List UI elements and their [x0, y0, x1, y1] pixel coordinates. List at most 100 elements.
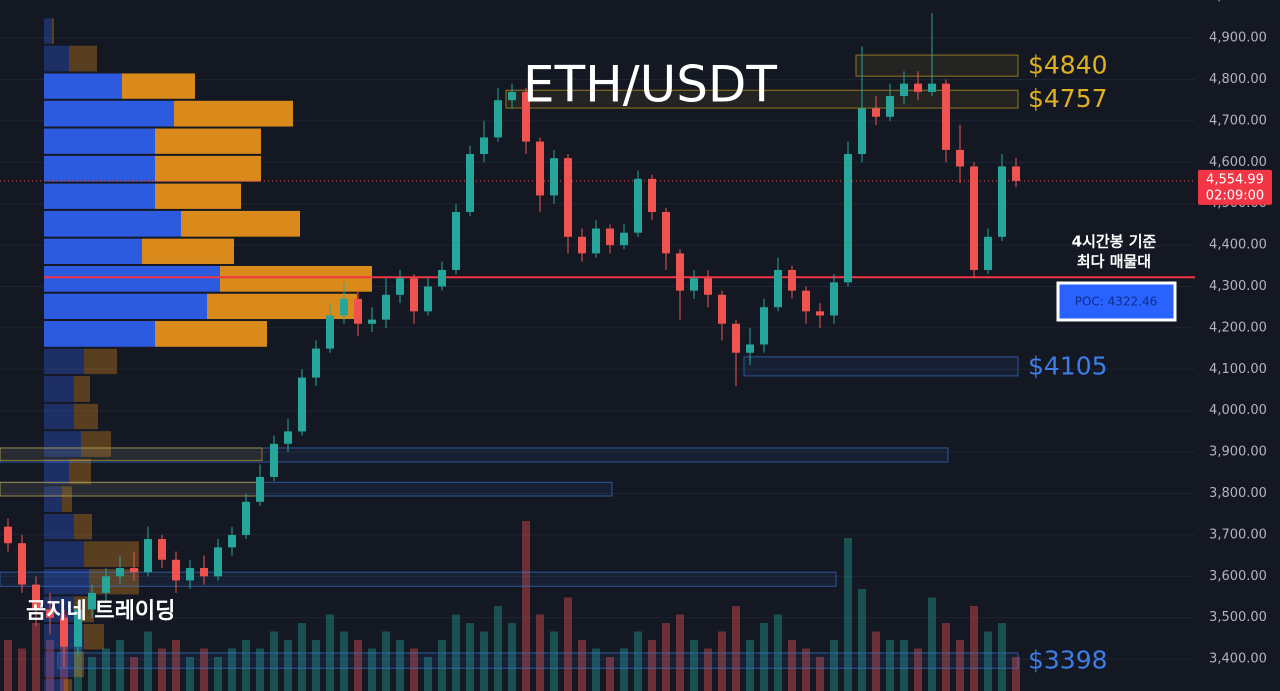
candle-body — [494, 100, 502, 138]
candle-body — [746, 344, 754, 353]
price-zone — [855, 54, 1019, 77]
profile-sell — [220, 265, 372, 292]
countdown: 02:09:00 — [1206, 188, 1264, 203]
profile-sell — [52, 18, 54, 44]
candle-body — [340, 298, 348, 316]
profile-buy — [44, 596, 74, 623]
candle-body — [256, 476, 264, 502]
volume-bar — [802, 648, 810, 691]
volume-bar — [144, 631, 152, 691]
candle-body — [18, 543, 26, 585]
y-tick-label: 3,700.00 — [1209, 527, 1267, 542]
profile-buy — [44, 348, 84, 375]
zone-label: $4105 — [1028, 351, 1108, 380]
y-tick-label: 3,800.00 — [1209, 486, 1267, 501]
price-zone — [0, 481, 613, 497]
volume-bar — [312, 640, 320, 691]
price-zone — [0, 447, 949, 463]
profile-buy — [44, 486, 62, 512]
candle-body — [1012, 166, 1020, 181]
volume-bar — [242, 640, 250, 691]
volume-bar — [956, 640, 964, 691]
volume-bar — [368, 648, 376, 691]
profile-sell — [84, 348, 117, 375]
profile-buy — [44, 210, 181, 237]
candle-body — [368, 319, 376, 324]
profile-sell — [122, 73, 195, 99]
profile-sell — [84, 541, 139, 568]
volume-bar — [340, 631, 348, 691]
candle-body — [578, 236, 586, 254]
candle-body — [998, 166, 1006, 237]
y-tick-label: 3,500.00 — [1209, 610, 1267, 625]
volume-bar — [396, 640, 404, 691]
volume-bar — [522, 521, 530, 691]
volume-bar — [592, 648, 600, 691]
candle-body — [186, 568, 194, 581]
volume-bar — [788, 640, 796, 691]
volume-bar — [578, 640, 586, 691]
y-tick-label: 3,900.00 — [1209, 445, 1267, 460]
candle-body — [172, 559, 180, 581]
candle-body — [984, 236, 992, 270]
profile-buy — [44, 321, 155, 347]
profile-buy — [44, 651, 74, 678]
y-tick-label: 4,400.00 — [1209, 238, 1267, 253]
profile-sell — [142, 238, 234, 264]
profile-sell — [74, 513, 92, 540]
y-tick-label: 3,400.00 — [1209, 652, 1267, 667]
y-tick-label: 4,300.00 — [1209, 279, 1267, 294]
candle-body — [410, 278, 418, 312]
profile-buy — [44, 513, 74, 540]
volume-bar — [662, 623, 670, 691]
candle-body — [872, 108, 880, 117]
profile-buy — [44, 73, 122, 99]
candle-body — [424, 286, 432, 312]
volume-bar — [746, 640, 754, 691]
price-zone — [0, 447, 263, 461]
candle-body — [802, 290, 810, 312]
candle-body — [536, 141, 544, 196]
candle-body — [690, 278, 698, 291]
candle-body — [480, 137, 488, 155]
zone-label: $4757 — [1028, 84, 1108, 113]
volume-bar — [228, 648, 236, 691]
profile-buy — [44, 541, 84, 568]
profile-buy — [44, 155, 155, 182]
profile-sell — [89, 569, 139, 595]
volume-bar — [200, 648, 208, 691]
profile-sell — [74, 376, 90, 402]
candle-body — [942, 83, 950, 150]
profile-buy — [44, 45, 69, 72]
watermark: 곰지네 트레이딩 — [26, 599, 175, 624]
candle-body — [466, 154, 474, 212]
y-tick-label: 4,200.00 — [1209, 320, 1267, 335]
candle-body — [816, 311, 824, 316]
volume-bar — [130, 657, 138, 691]
candle-body — [830, 282, 838, 316]
candle-body — [312, 348, 320, 378]
candle-body — [270, 443, 278, 477]
candle-body — [704, 278, 712, 295]
profile-buy — [44, 293, 207, 320]
profile-sell — [74, 403, 98, 430]
volume-bar — [494, 606, 502, 691]
volume-bar — [18, 648, 26, 691]
candle-body — [74, 609, 82, 647]
profile-sell — [69, 458, 91, 485]
zone-label: $3398 — [1028, 646, 1108, 675]
poc-note: 4시간봉 기준 — [1072, 233, 1157, 251]
candle-body — [242, 501, 250, 535]
volume-bar — [438, 640, 446, 691]
candle-body — [662, 211, 670, 254]
volume-bar — [690, 640, 698, 691]
volume-bar — [620, 648, 628, 691]
profile-sell — [84, 624, 104, 650]
volume-bar — [886, 640, 894, 691]
zone-label: $4840 — [1028, 51, 1108, 80]
candle-body — [32, 584, 40, 610]
volume-bar — [550, 631, 558, 691]
candle-body — [438, 269, 446, 287]
